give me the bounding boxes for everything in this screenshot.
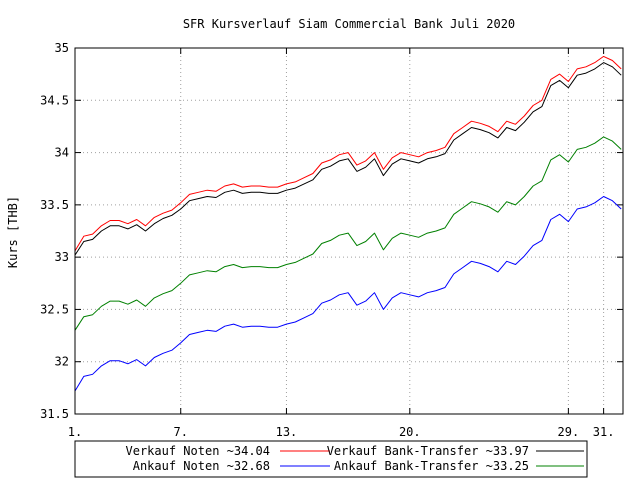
series-line-2 [74, 62, 622, 256]
legend-label: Verkauf Bank-Transfer ~33.97 [327, 444, 529, 458]
y-tick-label: 31.5 [40, 407, 69, 421]
y-axis-label: Kurs [THB] [6, 196, 20, 268]
y-tick-label: 33.5 [40, 198, 69, 212]
y-tick-label: 34 [55, 146, 69, 160]
plot-lines [74, 55, 622, 392]
legend-label: Verkauf Noten ~34.04 [126, 444, 271, 458]
plot-frame [74, 47, 624, 415]
series-line-1 [74, 55, 622, 252]
x-tick-label: 29. [558, 425, 580, 439]
series-line-4 [74, 136, 622, 331]
chart-title: SFR Kursverlauf Siam Commercial Bank Jul… [183, 17, 515, 31]
x-tick-label: 13. [276, 425, 298, 439]
legend-label: Ankauf Noten ~32.68 [133, 459, 270, 473]
x-tick-label: 7. [173, 425, 187, 439]
x-tick-label: 1. [68, 425, 82, 439]
grid [75, 48, 623, 414]
y-tick-label: 34.5 [40, 93, 69, 107]
x-tick-label: 31. [593, 425, 615, 439]
series-line-3 [74, 196, 622, 392]
y-tick-label: 35 [55, 41, 69, 55]
y-tick-label: 32 [55, 355, 69, 369]
legend-label: Ankauf Bank-Transfer ~33.25 [334, 459, 529, 473]
x-tick-label: 20. [399, 425, 421, 439]
y-tick-label: 33 [55, 250, 69, 264]
legend-box [74, 440, 588, 478]
y-tick-label: 32.5 [40, 302, 69, 316]
legend: Verkauf Noten ~34.04 Verkauf Bank-Transfe… [74, 440, 588, 478]
axis-ticks: 31.5 32 32.5 33 33.5 34 34.5 35 1. 7. 13. 20. 29. 31. [40, 41, 623, 439]
